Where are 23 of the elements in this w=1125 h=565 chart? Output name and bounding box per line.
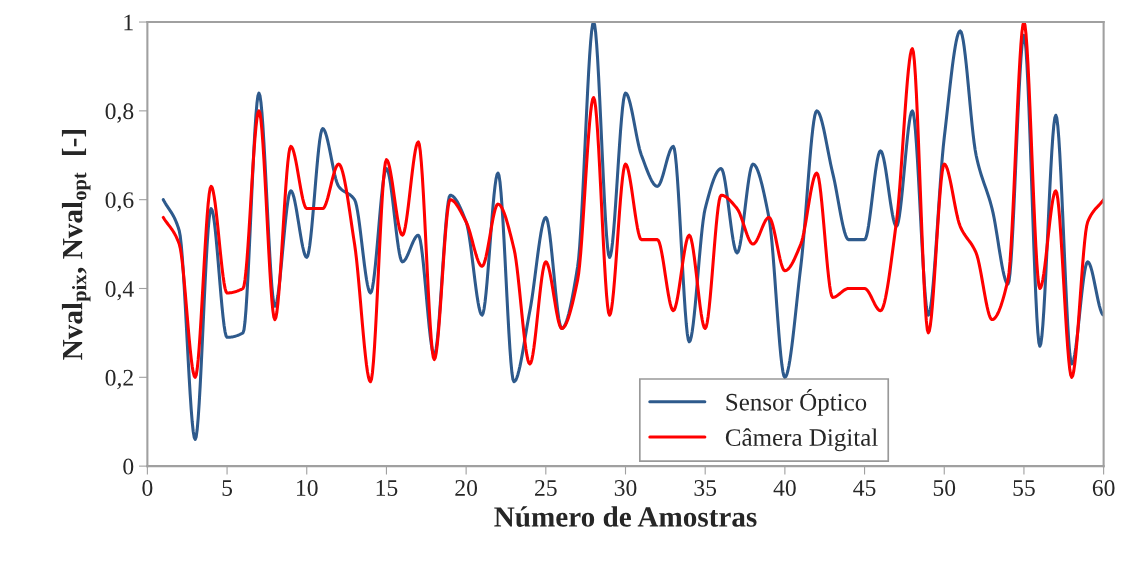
y-tick-label: 1 [124, 14, 133, 31]
y-axis-title: Nval$_{pix}$, Nval$_{opt}$ [-] [61, 130, 91, 360]
x-tick-label: 20 [455, 480, 478, 496]
x-tick-label: 35 [694, 480, 717, 496]
x-tick-label: 5 [222, 480, 233, 496]
x-tick-label: 15 [376, 480, 398, 496]
x-tick-label: 50 [933, 480, 956, 496]
y-tick-label: 0 [123, 458, 134, 475]
legend-label: Câmera Digital [725, 428, 878, 452]
y-tick-label: 0,4 [105, 280, 134, 301]
x-tick-label: 40 [773, 480, 796, 496]
legend-label: Sensor Óptico [726, 389, 867, 416]
x-tick-label: 10 [297, 480, 318, 496]
x-tick-label: 55 [1013, 480, 1035, 496]
y-tick-label: 0,8 [105, 103, 134, 123]
x-tick-label: 30 [614, 480, 637, 496]
y-tick-label: 0,6 [105, 192, 134, 212]
x-tick-label: 45 [853, 480, 876, 496]
x-axis-title: Número de Amostras [494, 506, 757, 527]
x-tick-label: 60 [1092, 480, 1115, 496]
x-tick-label: 0 [142, 480, 153, 496]
x-tick-label: 25 [535, 480, 557, 496]
y-tick-label: 0,2 [105, 369, 133, 390]
